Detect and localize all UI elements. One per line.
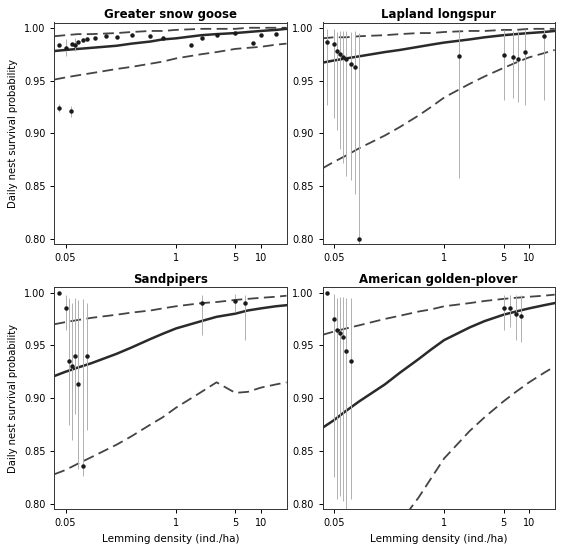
Title: Lapland longspur: Lapland longspur <box>381 8 496 22</box>
Y-axis label: Daily nest survival probability: Daily nest survival probability <box>8 323 19 473</box>
Title: American golden-plover: American golden-plover <box>359 273 518 286</box>
Y-axis label: Daily nest survival probability: Daily nest survival probability <box>8 59 19 208</box>
X-axis label: Lemming density (ind./ha): Lemming density (ind./ha) <box>102 534 239 544</box>
Title: Sandpipers: Sandpipers <box>133 273 208 286</box>
X-axis label: Lemming density (ind./ha): Lemming density (ind./ha) <box>370 534 507 544</box>
Title: Greater snow goose: Greater snow goose <box>104 8 237 22</box>
